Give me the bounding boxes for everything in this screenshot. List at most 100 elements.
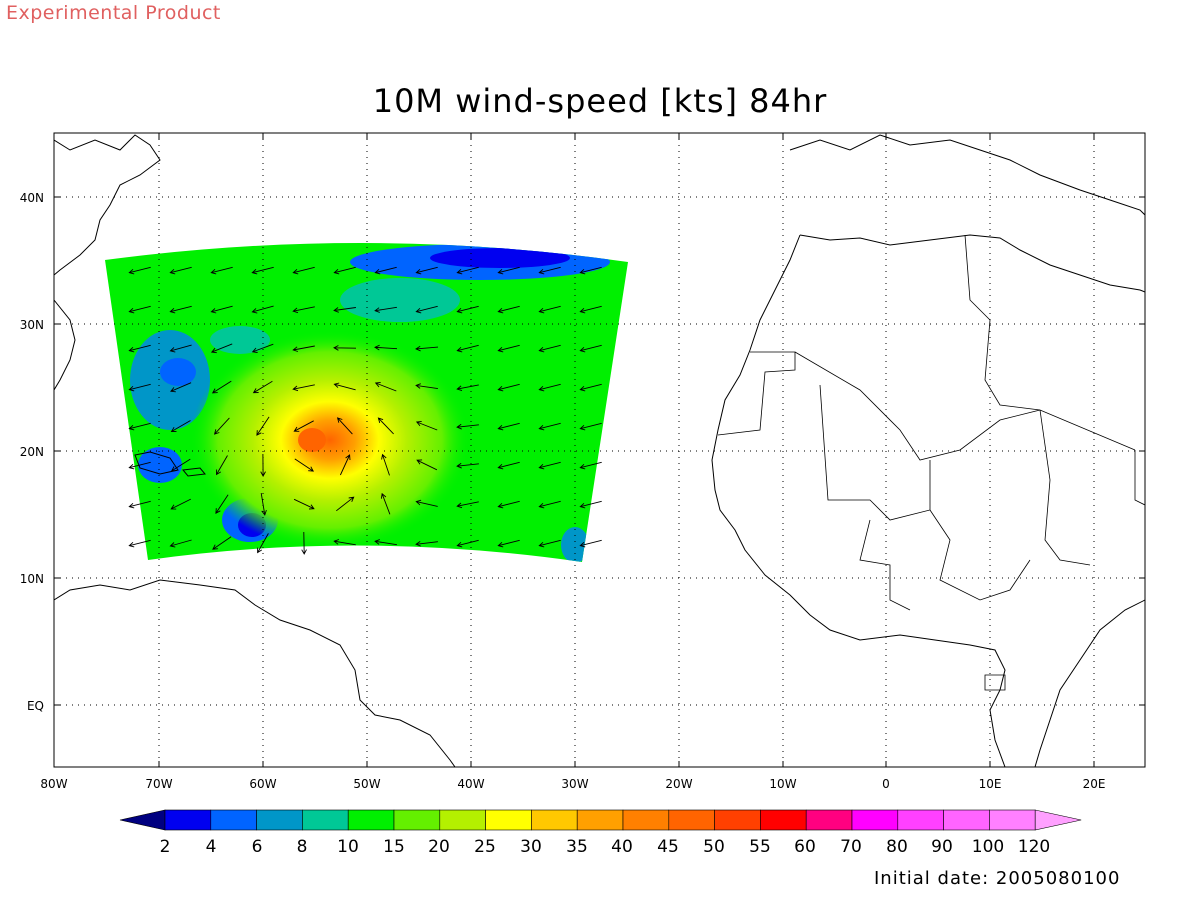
wind-vector-arrow <box>538 383 561 392</box>
wind-vector-arrow <box>456 501 479 509</box>
wind-vector-arrow <box>497 383 520 392</box>
wind-vector-arrow <box>415 305 438 314</box>
wind-vector-arrow <box>292 266 315 275</box>
wind-vector-arrow <box>579 500 602 509</box>
wind-vector-arrow <box>579 266 602 275</box>
colorbar-label: 10 <box>337 837 359 857</box>
colorbar-label: 100 <box>972 837 1004 857</box>
plot-area <box>54 133 1145 767</box>
wind-vector-arrow <box>415 420 438 431</box>
colorbar-label: 6 <box>252 837 263 857</box>
wind-vector-arrow <box>128 500 151 509</box>
wind-vector-arrow <box>301 531 307 555</box>
initial-date: Initial date: 2005080100 <box>874 868 1121 889</box>
wind-vector-arrow <box>497 305 520 314</box>
wind-vector-arrow <box>293 420 314 432</box>
wind-vector-arrow <box>456 344 479 353</box>
wind-vector-arrow <box>294 458 314 472</box>
wind-vector-arrow <box>374 306 397 313</box>
lon-tick-label: 10W <box>769 777 796 791</box>
wind-vector-arrow <box>128 539 151 548</box>
wind-vector-arrow <box>211 380 232 394</box>
wind-vector-arrow <box>333 345 357 351</box>
wind-vector-arrow <box>213 417 230 435</box>
colorbar-label: 30 <box>520 837 542 857</box>
wind-vector-arrow <box>333 266 356 275</box>
wind-vector-arrow <box>374 266 397 275</box>
wind-vector-arrow <box>292 345 315 352</box>
colorbar-min-arrow <box>119 809 166 831</box>
wind-vector-arrow <box>456 384 479 392</box>
colorbar-label: 15 <box>383 837 405 857</box>
coastlines <box>54 134 1145 767</box>
colorbar-swatch <box>760 809 807 831</box>
wind-vector-arrow <box>128 461 151 470</box>
colorbar-label: 45 <box>657 837 679 857</box>
wind-vector-arrow <box>128 344 151 353</box>
wind-vector-arrow <box>381 453 390 476</box>
wind-vector-arrow <box>251 343 274 353</box>
wind-vector-arrow <box>456 462 479 469</box>
wind-vector-arrow <box>416 459 438 471</box>
wind-vector-arrow <box>170 420 191 432</box>
wind-vector-arrow <box>169 344 192 353</box>
wind-vector-arrow <box>374 344 398 351</box>
lon-tick-label: 70W <box>145 777 172 791</box>
colorbar-swatch <box>576 809 624 831</box>
wind-vector-arrow <box>415 266 438 275</box>
wind-vector-arrow <box>415 541 438 547</box>
colorbar-swatch <box>851 809 899 831</box>
wind-vector-arrow <box>128 422 151 431</box>
wind-vector-arrow <box>212 536 232 550</box>
wind-vector-arrow <box>128 305 151 314</box>
colorbar-labels: 2 4 6 8 10 15 20 25 30 35 40 45 50 55 60… <box>160 837 1051 857</box>
wind-vector-arrow <box>333 539 356 546</box>
colorbar-swatch <box>897 809 944 831</box>
colorbar-label: 55 <box>749 837 771 857</box>
wind-vector-arrow <box>377 417 394 435</box>
colorbar-label: 4 <box>206 837 217 857</box>
wind-vector-arrow <box>456 266 479 275</box>
wind-vectors <box>128 266 602 555</box>
wind-vector-arrow <box>497 539 520 548</box>
lon-tick-label: 60W <box>249 777 276 791</box>
wind-vector-arrow <box>292 384 315 392</box>
lon-tick-label: 50W <box>353 777 380 791</box>
wind-vector-arrow <box>579 383 602 392</box>
lat-tick-label: 20N <box>20 445 44 459</box>
wind-vector-arrow <box>415 345 439 352</box>
colorbar-swatch <box>805 809 853 831</box>
experimental-product-label: Experimental Product <box>6 2 221 24</box>
colorbar-swatch <box>210 809 257 831</box>
wind-vector-arrow <box>260 453 266 477</box>
wind-vector-arrow <box>538 305 561 314</box>
colorbar-label: 8 <box>297 837 308 857</box>
wind-vector-arrow <box>579 461 602 470</box>
wind-vector-arrow <box>339 454 351 476</box>
lon-tick-label: 80W <box>40 777 67 791</box>
longitude-labels: 80W 70W 60W 50W 40W 30W 20W 10W 0 10E 20… <box>40 777 1105 791</box>
colorbar-label: 60 <box>794 837 816 857</box>
colorbar-swatch <box>164 809 212 831</box>
wind-vector-arrow <box>128 266 151 275</box>
lon-tick-label: 40W <box>457 777 484 791</box>
wind-vector-arrow <box>333 382 356 391</box>
colorbar-swatch <box>714 809 761 831</box>
lat-tick-label: EQ <box>27 699 44 713</box>
wind-vector-arrow <box>497 344 520 353</box>
wind-vector-arrow <box>380 492 391 515</box>
colorbar-swatch <box>622 809 670 831</box>
colorbar-label: 35 <box>566 837 588 857</box>
colorbar-label: 25 <box>474 837 496 857</box>
wind-vector-arrow <box>538 539 561 548</box>
colorbar-label: 2 <box>160 837 171 857</box>
wind-vector-arrow <box>538 266 561 275</box>
wind-field <box>105 242 628 562</box>
colorbar-swatch <box>439 809 486 831</box>
wind-vector-arrow <box>251 266 274 275</box>
colorbar-swatch <box>989 809 1036 831</box>
lon-tick-label: 0 <box>882 777 890 791</box>
wind-vector-arrow <box>579 305 602 314</box>
wind-vector-arrow <box>579 539 602 548</box>
colorbar-max-arrow <box>1034 809 1082 831</box>
